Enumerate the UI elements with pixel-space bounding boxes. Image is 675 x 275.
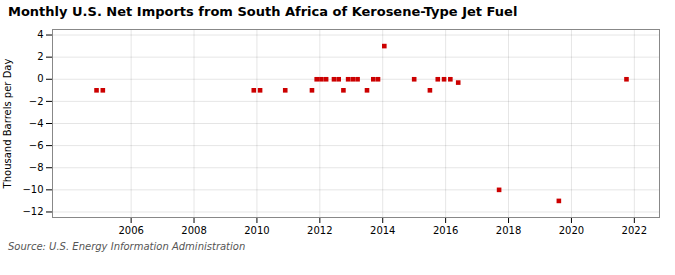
svg-text:Thousand Barrels per Day: Thousand Barrels per Day	[2, 59, 13, 190]
svg-text:−4: −4	[29, 118, 44, 129]
svg-text:2018: 2018	[496, 225, 521, 236]
svg-text:2022: 2022	[622, 225, 647, 236]
svg-text:−12: −12	[22, 206, 43, 217]
svg-text:2012: 2012	[307, 225, 332, 236]
svg-text:2014: 2014	[370, 225, 395, 236]
svg-text:−8: −8	[29, 162, 44, 173]
svg-text:−2: −2	[29, 96, 44, 107]
svg-text:0: 0	[37, 73, 43, 84]
svg-text:2016: 2016	[433, 225, 458, 236]
svg-text:4: 4	[37, 29, 43, 40]
html-text:Monthly U.S. Net Imports from: Monthly U.S. Net Imports from South Afri…	[8, 4, 518, 19]
html-text:Source: U.S. Energy Informatio: Source: U.S. Energy Information Administ…	[8, 241, 246, 252]
svg-text:2020: 2020	[559, 225, 584, 236]
svg-text:2: 2	[37, 51, 43, 62]
svg-text:2006: 2006	[118, 225, 143, 236]
svg-text:2008: 2008	[181, 225, 206, 236]
svg-text:−10: −10	[22, 184, 43, 195]
svg-text:−6: −6	[29, 140, 44, 151]
svg-text:2010: 2010	[244, 225, 269, 236]
